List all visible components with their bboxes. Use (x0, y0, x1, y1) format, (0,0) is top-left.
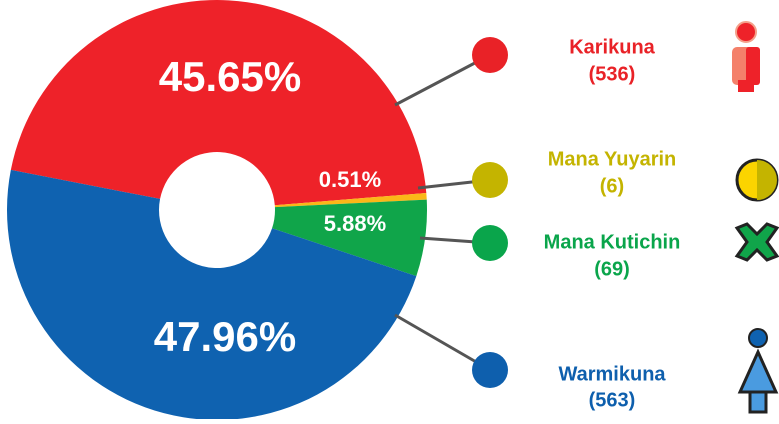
icon (757, 160, 777, 200)
value-label: 47.96% (154, 313, 296, 360)
legend-label: Karikuna (569, 36, 655, 58)
legend-label: Mana Yuyarin (548, 148, 677, 170)
leader-line (394, 313, 491, 372)
icon (748, 390, 768, 414)
legend-dot (472, 162, 508, 198)
legend-count: (563) (589, 389, 636, 411)
icon (746, 47, 760, 85)
pie-slice (6, 169, 417, 421)
icons (732, 21, 779, 414)
legend-dot (472, 225, 508, 261)
icon (748, 328, 768, 348)
icon (734, 222, 779, 262)
value-label: 0.51% (319, 167, 381, 192)
pie-slice (272, 199, 427, 277)
icon (738, 80, 754, 92)
legend-count: (6) (600, 175, 624, 197)
value-label: 45.65% (159, 53, 301, 100)
value-label: 5.88% (324, 211, 386, 236)
legend-count: (536) (589, 63, 636, 85)
legend-label: Warmikuna (558, 363, 666, 385)
legend-dot (472, 352, 508, 388)
icon (737, 348, 779, 394)
pie-slice (274, 192, 427, 208)
pie-slice (10, 0, 427, 206)
legend-label: Mana Kutichin (544, 231, 681, 253)
icon (735, 21, 757, 43)
legend-count: (69) (594, 258, 630, 280)
legend-dot (472, 37, 508, 73)
